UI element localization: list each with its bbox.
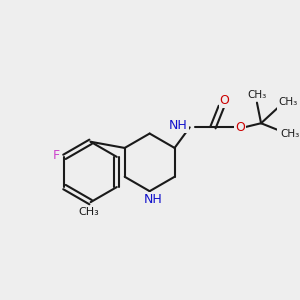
Text: NH: NH [169,119,188,132]
Text: CH₃: CH₃ [278,97,297,107]
Text: O: O [220,94,230,107]
Text: O: O [235,121,245,134]
Text: NH: NH [144,194,162,206]
Text: CH₃: CH₃ [281,129,300,139]
Text: F: F [53,149,60,162]
Text: CH₃: CH₃ [247,90,267,100]
Text: CH₃: CH₃ [79,207,100,217]
